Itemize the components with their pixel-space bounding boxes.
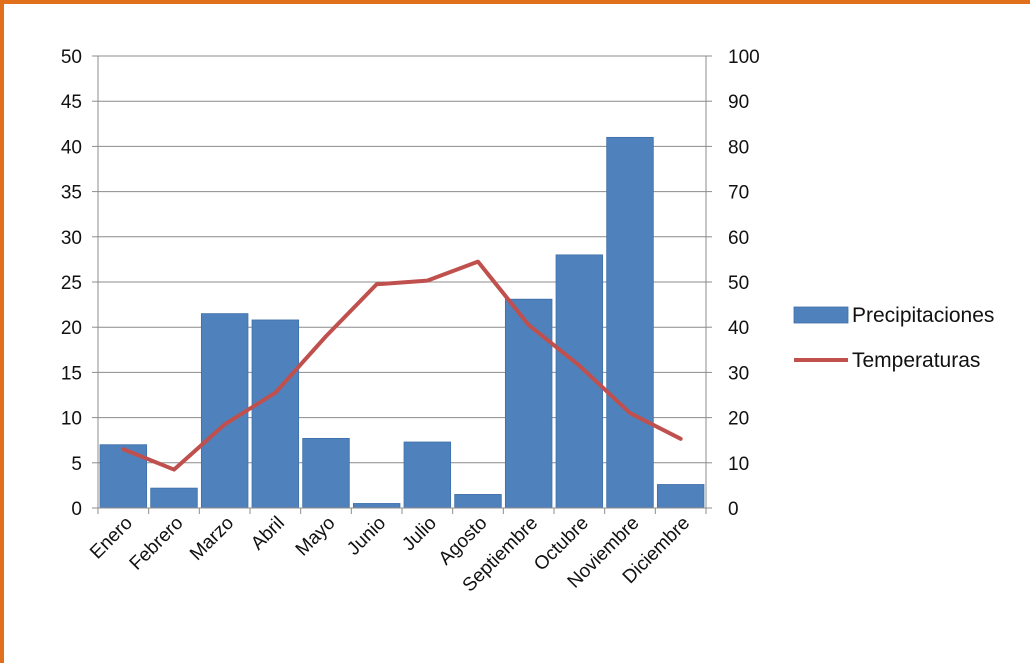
- legend-label: Temperaturas: [852, 349, 980, 372]
- category-label: Febrero: [126, 513, 188, 575]
- precipitation-bar: [403, 441, 452, 509]
- right-tick-label: 60: [728, 228, 749, 249]
- axes: [92, 55, 712, 514]
- precipitation-bars: [99, 136, 705, 509]
- right-tick-label: 30: [728, 363, 749, 384]
- right-tick-label: 70: [728, 183, 749, 204]
- left-tick-label: 40: [61, 137, 82, 158]
- right-tick-label: 10: [728, 454, 749, 475]
- category-label: Julio: [398, 513, 440, 555]
- category-label: Abril: [247, 513, 289, 555]
- precipitation-bar: [200, 313, 249, 509]
- left-tick-label: 20: [61, 318, 82, 339]
- right-tick-label: 100: [728, 47, 760, 68]
- legend: Precipitaciones Temperaturas: [793, 304, 994, 372]
- right-tick-label: 40: [728, 318, 749, 339]
- right-tick-label: 20: [728, 409, 749, 430]
- category-label: Marzo: [186, 513, 238, 565]
- left-tick-label: 35: [61, 183, 82, 204]
- precipitation-bar: [504, 298, 553, 509]
- right-axis-ticks: 0 10 20 30 40 50 60 70 80 90 100: [728, 47, 760, 520]
- right-tick-label: 90: [728, 92, 749, 113]
- right-tick-label: 0: [728, 499, 739, 520]
- left-axis-ticks: 0 5 10 15 20 25 30 35 40 45 50: [61, 47, 82, 520]
- precipitation-bar: [352, 503, 401, 509]
- left-tick-label: 50: [61, 47, 82, 68]
- combo-chart: 0 5 10 15 20 25 30 35 40 45 50 0 10 20 30 40 50 60 70 80 90…: [61, 47, 995, 597]
- category-label: Junio: [343, 513, 390, 560]
- left-tick-label: 15: [61, 363, 82, 384]
- legend-label: Precipitaciones: [852, 304, 994, 327]
- precipitation-bar: [606, 136, 654, 509]
- temperature-line: [121, 259, 683, 472]
- precipitation-bar: [454, 494, 502, 509]
- left-tick-label: 45: [61, 92, 82, 113]
- precipitation-bar: [302, 437, 350, 509]
- right-tick-label: 80: [728, 137, 749, 158]
- precipitation-bar: [251, 319, 300, 509]
- right-tick-label: 50: [728, 273, 749, 294]
- left-tick-label: 0: [71, 499, 82, 520]
- left-tick-label: 25: [61, 273, 82, 294]
- category-label: Mayo: [292, 513, 340, 561]
- temperature-line-path: [121, 259, 683, 472]
- precipitation-bar: [656, 484, 705, 509]
- legend-swatch-precipitaciones: [793, 306, 849, 324]
- left-tick-label: 10: [61, 409, 82, 430]
- precipitation-bar: [150, 487, 198, 509]
- left-tick-label: 30: [61, 228, 82, 249]
- left-tick-label: 5: [71, 454, 82, 475]
